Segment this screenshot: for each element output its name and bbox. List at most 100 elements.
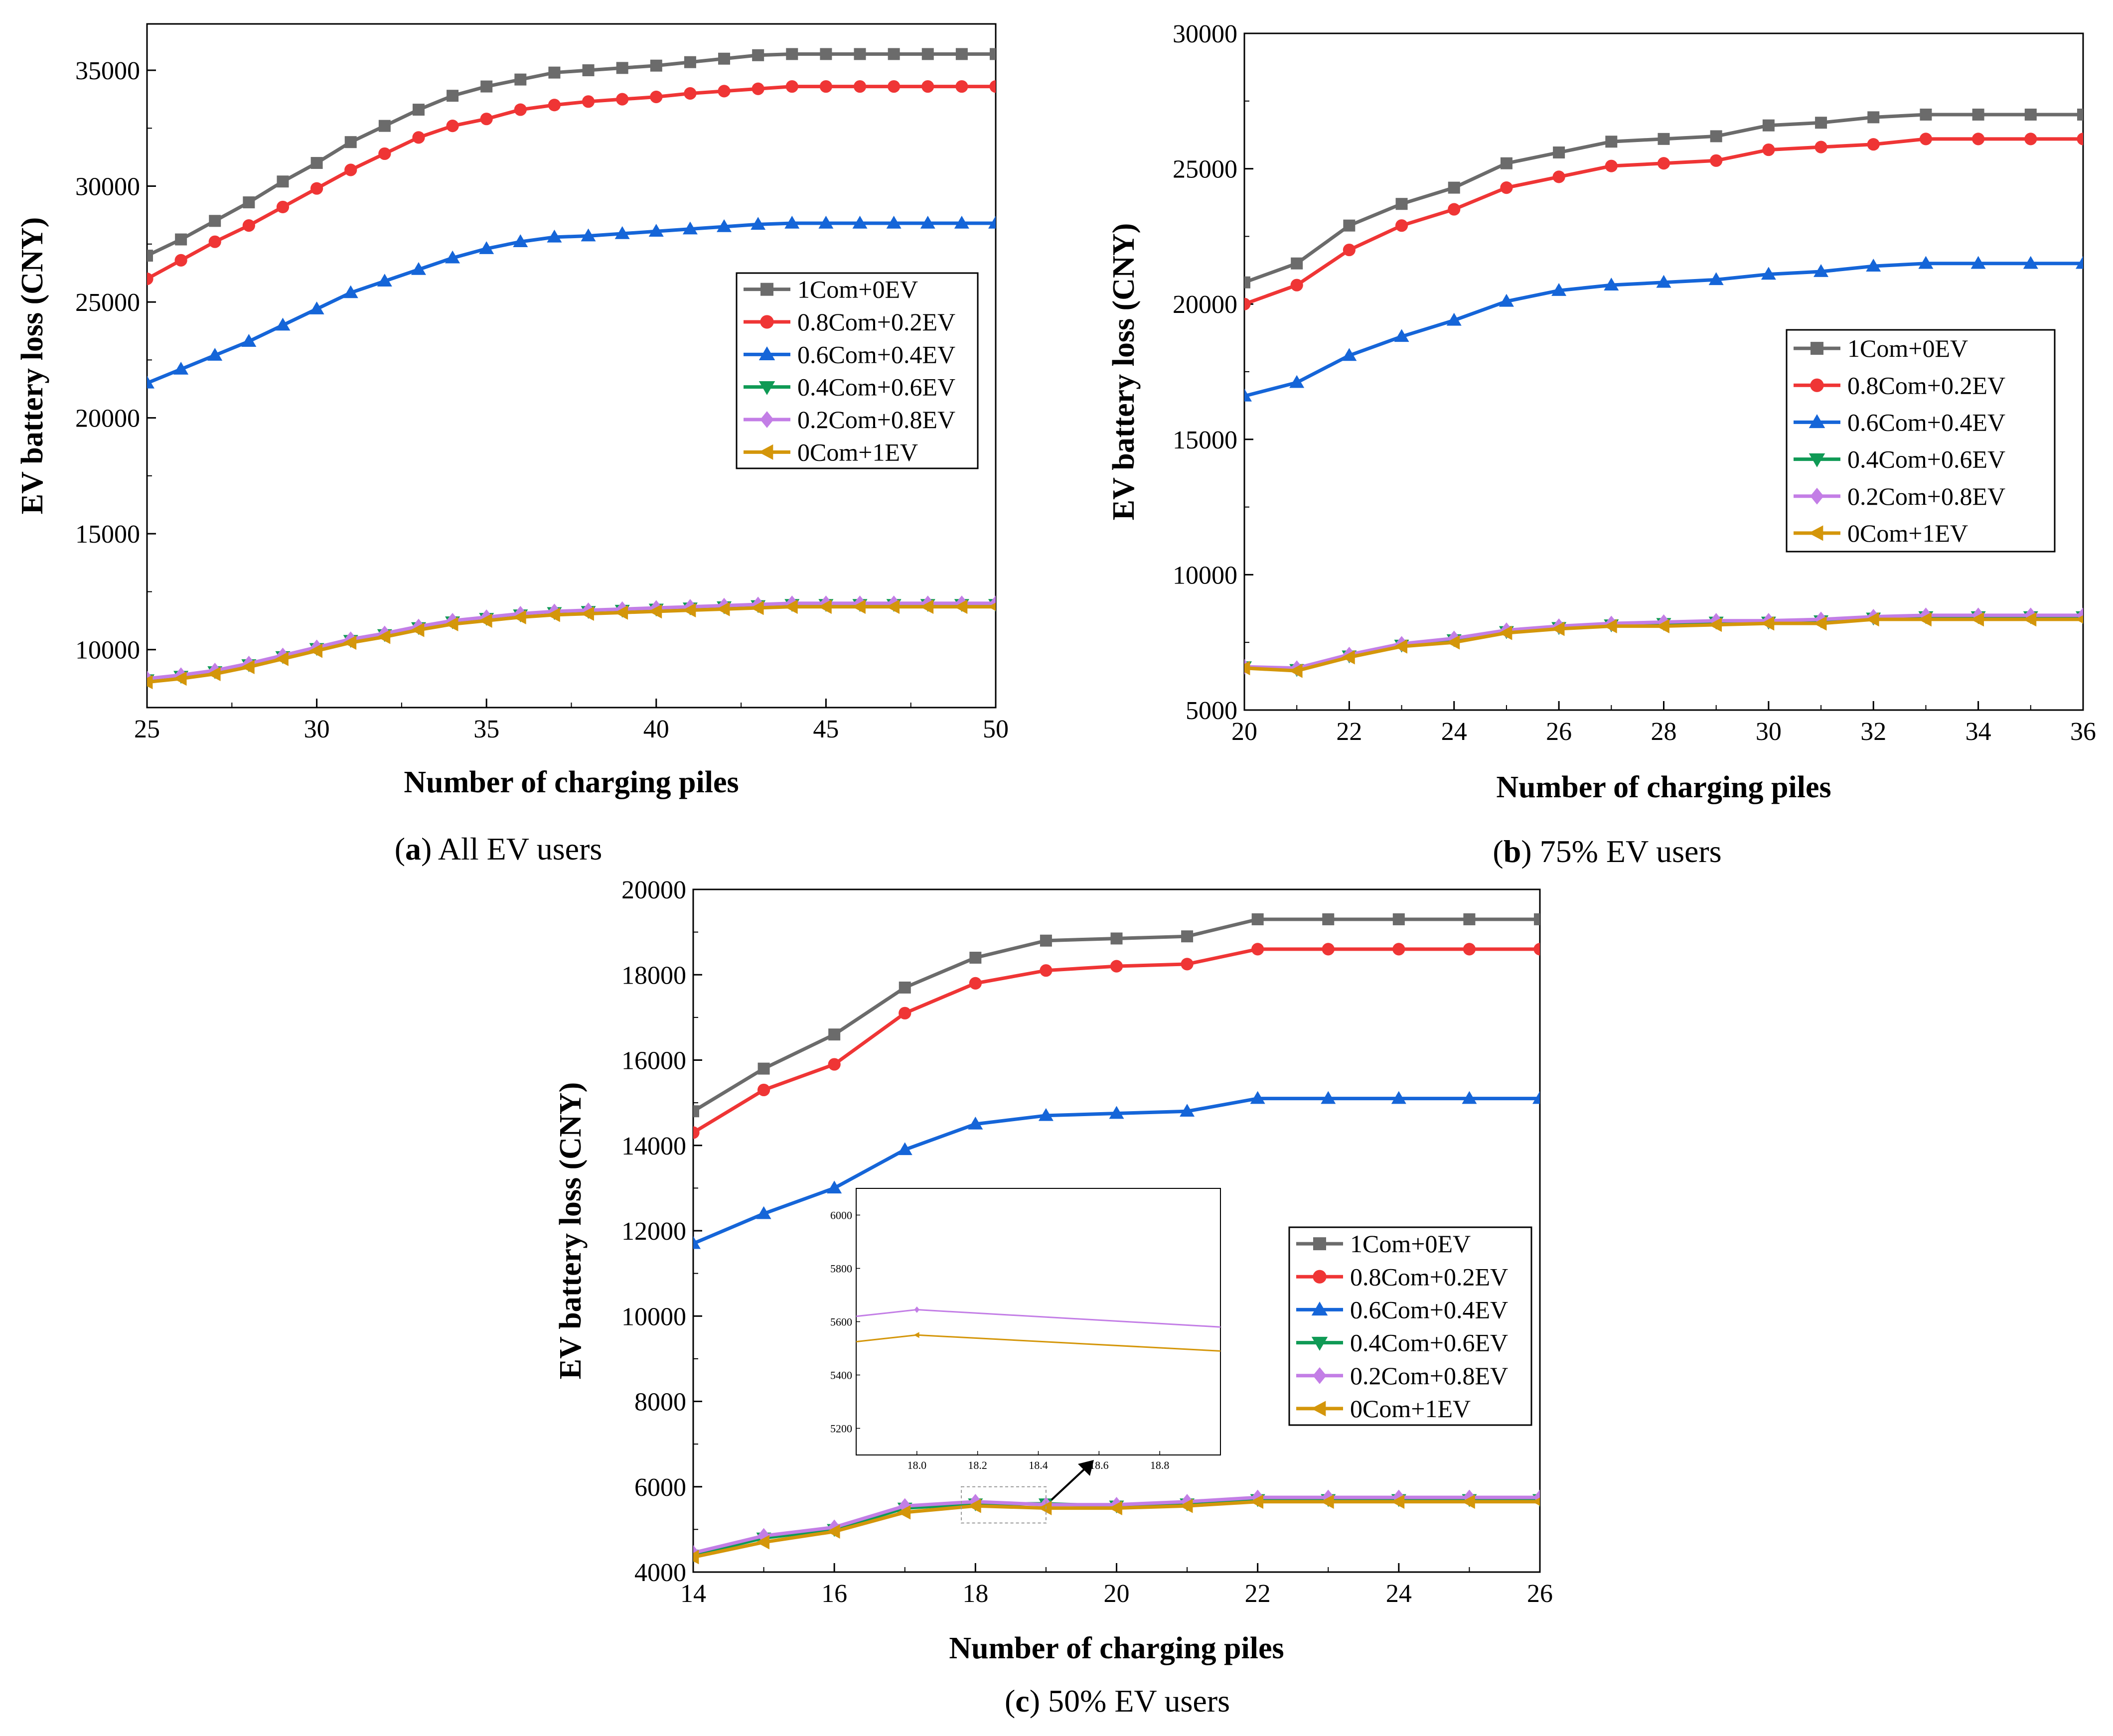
x-tick-label: 50	[983, 715, 1009, 743]
legend-c: 1Com+0EV 0.8Com+0.2EV 0.6Com+0.4EV 0.4Com+0…	[1288, 1226, 1532, 1426]
data-point-0.8Com+0.2EV	[1343, 243, 1356, 257]
circle-icon	[1313, 1270, 1327, 1284]
square-icon	[1313, 1237, 1326, 1251]
x-tick-label: 26	[1546, 718, 1572, 746]
data-point-0Com+1EV	[1761, 616, 1775, 631]
data-point-0.6Com+0.4EV	[1250, 1091, 1265, 1104]
data-point-1Com+0EV	[344, 136, 357, 148]
y-tick-label: 14000	[621, 1132, 686, 1160]
data-point-0.8Com+0.2EV	[1972, 133, 1985, 145]
x-tick-label: 30	[304, 715, 330, 743]
y-tick-label: 15000	[75, 520, 140, 549]
caption-letter: c	[1015, 1683, 1029, 1719]
data-point-1Com+0EV	[1815, 117, 1827, 129]
data-point-0.6Com+0.4EV	[1342, 348, 1357, 361]
data-point-0.8Com+0.2EV	[1605, 159, 1618, 172]
data-point-1Com+0EV	[1040, 934, 1052, 947]
triangle-left-icon	[1809, 525, 1823, 541]
data-point-0.6Com+0.4EV	[886, 215, 902, 229]
data-point-0Com+1EV	[1918, 612, 1932, 627]
legend-label: 0.8Com+0.2EV	[1847, 371, 2005, 399]
y-tick-label: 30000	[1173, 20, 1237, 48]
data-point-1Com+0EV	[752, 49, 764, 61]
series-line-1Com+0EV	[147, 52, 996, 258]
data-point-0Com+1EV	[147, 675, 153, 690]
data-point-0Com+1EV	[1179, 1498, 1193, 1513]
data-point-1Com+0EV	[828, 1028, 841, 1041]
data-point-1Com+0EV	[820, 48, 832, 60]
data-point-0.6Com+0.4EV	[581, 228, 596, 242]
data-point-1Com+0EV	[990, 48, 996, 60]
data-point-1Com+0EV	[1762, 119, 1775, 132]
chart-a: 25 30 35 40 45 50 10000 15000 20000 25000 30000 350…	[15, 23, 1009, 867]
x-tick-label: 18	[962, 1580, 988, 1608]
data-point-0.8Com+0.2EV	[1657, 157, 1670, 170]
data-point-0.6Com+0.4EV	[1180, 1104, 1195, 1117]
x-tick-label: 28	[1651, 718, 1677, 746]
data-point-0.6Com+0.4EV	[852, 215, 868, 229]
data-point-1Com+0EV	[1322, 913, 1335, 925]
data-point-0Com+1EV	[897, 1505, 911, 1520]
data-point-0.8Com+0.2EV	[582, 95, 595, 108]
data-point-0.6Com+0.4EV	[1244, 388, 1252, 402]
data-point-0.8Com+0.2EV	[1919, 133, 1933, 145]
data-point-0.8Com+0.2EV	[1392, 943, 1405, 956]
caption-text: ) 50% EV users	[1030, 1683, 1230, 1719]
data-point-0.8Com+0.2EV	[1181, 958, 1194, 971]
inset-data-point-0Com+1EV	[913, 1332, 919, 1338]
x-tick-label: 22	[1245, 1580, 1271, 1608]
y-tick-label: 4000	[634, 1559, 686, 1587]
data-point-0.6Com+0.4EV	[693, 1236, 701, 1249]
data-point-0Com+1EV	[1499, 625, 1512, 640]
legend-label: 0.6Com+0.4EV	[1350, 1296, 1508, 1323]
data-point-0.6Com+0.4EV	[756, 1206, 771, 1219]
data-point-0Com+1EV	[1708, 617, 1722, 632]
circle-icon	[760, 315, 774, 329]
data-point-0.6Com+0.4EV	[1499, 293, 1514, 307]
data-point-0Com+1EV	[920, 599, 934, 614]
data-point-0Com+1EV	[1108, 1501, 1122, 1515]
data-point-0Com+1EV	[1603, 619, 1617, 634]
data-point-1Com+0EV	[378, 120, 391, 132]
data-point-1Com+0EV	[582, 64, 595, 77]
data-point-0.8Com+0.2EV	[757, 1083, 770, 1097]
data-point-0Com+1EV	[826, 1524, 840, 1539]
y-tick-label: 8000	[634, 1388, 686, 1417]
data-point-0.6Com+0.4EV	[1391, 1091, 1406, 1104]
series-group-b	[1244, 108, 2083, 678]
data-point-0.8Com+0.2EV	[1322, 943, 1335, 956]
y-tick-label: 25000	[1173, 155, 1237, 184]
data-point-0Com+1EV	[1461, 1494, 1475, 1509]
data-point-0Com+1EV	[275, 651, 289, 666]
data-point-0Com+1EV	[207, 667, 221, 681]
y-axis-title: EV battery loss (CNY)	[15, 217, 49, 514]
data-point-0Com+1EV	[478, 613, 492, 628]
series-group-a	[147, 48, 996, 690]
x-tick-label: 25	[134, 715, 160, 743]
data-point-0.6Com+0.4EV	[1394, 329, 1409, 342]
data-point-0.6Com+0.4EV	[445, 250, 460, 264]
legend-label: 0.2Com+0.8EV	[1847, 482, 2005, 510]
data-point-1Com+0EV	[175, 233, 187, 246]
data-point-0.6Com+0.4EV	[1462, 1091, 1477, 1104]
data-point-0.6Com+0.4EV	[648, 224, 664, 237]
data-point-1Com+0EV	[277, 175, 289, 188]
data-point-0.6Com+0.4EV	[2023, 256, 2038, 269]
data-point-0Com+1EV	[173, 671, 187, 686]
data-point-0Com+1EV	[648, 604, 662, 619]
inset-y-tick-label: 5600	[830, 1316, 852, 1328]
data-point-0.8Com+0.2EV	[853, 80, 867, 93]
data-point-0.6Com+0.4EV	[1109, 1106, 1124, 1119]
legend-label: 0.4Com+0.6EV	[1350, 1329, 1508, 1357]
triangle-down-icon	[758, 381, 775, 395]
data-point-0.6Com+0.4EV	[1970, 256, 1986, 269]
data-point-1Com+0EV	[1251, 913, 1264, 925]
data-point-1Com+0EV	[412, 104, 425, 116]
caption-c: (c) 50% EV users	[1005, 1683, 1230, 1719]
square-icon	[1811, 342, 1823, 355]
data-point-0.8Com+0.2EV	[480, 113, 493, 126]
x-tick-label: 35	[473, 715, 499, 743]
data-point-1Com+0EV	[1710, 130, 1722, 143]
